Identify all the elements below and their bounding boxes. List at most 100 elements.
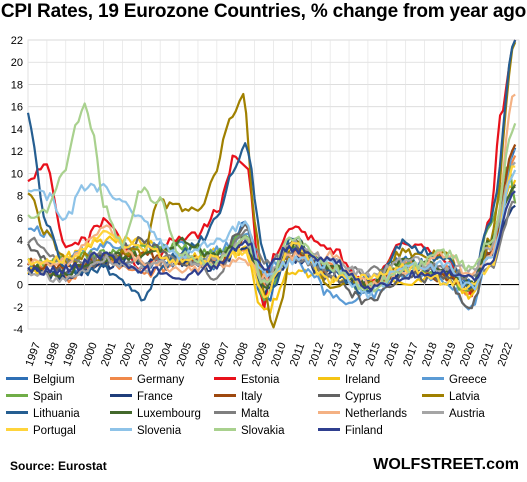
legend-swatch (110, 428, 132, 432)
legend-item-netherlands: Netherlands (318, 408, 407, 422)
legend-item-germany: Germany (110, 374, 184, 388)
y-tick-label: 22 (11, 35, 23, 47)
legend-label: Finland (345, 425, 383, 437)
y-tick-label: 14 (11, 124, 23, 136)
x-tick-label: 2002 (118, 341, 138, 368)
legend-item-malta: Malta (214, 408, 269, 422)
legend-label: Malta (241, 408, 270, 420)
legend-item-greece: Greece (422, 374, 487, 388)
legend-swatch (214, 377, 236, 381)
x-tick-label: 1998 (42, 341, 62, 368)
legend-label: Austria (449, 408, 485, 420)
x-tick-label: 2011 (288, 342, 307, 368)
x-tick-label: 2010 (269, 341, 289, 368)
x-tick-label: 2015 (363, 341, 383, 368)
y-tick-label: -4 (13, 324, 23, 336)
x-tick-label: 2014 (345, 341, 365, 368)
legend-swatch (6, 377, 28, 381)
legend-item-cyprus: Cyprus (318, 391, 381, 405)
x-tick-label: 2009 (250, 341, 270, 368)
legend-swatch (110, 394, 132, 398)
x-tick-label: 2006 (194, 341, 214, 368)
legend-item-slovakia: Slovakia (214, 425, 284, 439)
legend-swatch (6, 428, 28, 432)
legend-label: Luxembourg (137, 408, 201, 420)
y-tick-label: 2 (17, 257, 23, 269)
legend-item-italy: Italy (214, 391, 262, 405)
legend-label: Belgium (33, 374, 75, 386)
legend-label: Slovenia (137, 425, 182, 437)
x-tick-label: 2019 (439, 341, 459, 368)
legend-swatch (422, 411, 444, 415)
legend-swatch (318, 377, 340, 381)
x-tick-label: 2007 (212, 341, 232, 368)
legend-swatch (110, 377, 132, 381)
x-tick-label: 2001 (99, 341, 119, 368)
x-tick-label: 2000 (80, 341, 100, 368)
x-tick-label: 2005 (175, 341, 195, 368)
legend-item-estonia: Estonia (214, 374, 279, 388)
legend-label: Ireland (345, 374, 381, 386)
legend-label: Slovakia (241, 425, 285, 437)
source-note: Source: Eurostat (10, 459, 107, 473)
legend-swatch (318, 428, 340, 432)
brand-logo: WOLFSTREET.com (373, 456, 519, 473)
legend-item-ireland: Ireland (318, 374, 380, 388)
y-tick-label: 8 (17, 191, 23, 203)
x-tick-label: 2012 (307, 341, 327, 368)
legend-label: Cyprus (345, 391, 382, 403)
legend-item-finland: Finland (318, 425, 383, 439)
y-axis: -4 -2 0 2 4 6 8 10 12 14 16 18 20 22 (11, 35, 23, 336)
series-line-finland (27, 190, 516, 292)
x-tick-label: 2016 (382, 341, 402, 368)
legend-swatch (318, 411, 340, 415)
y-tick-label: 20 (11, 57, 23, 69)
legend-label: Netherlands (345, 408, 408, 420)
legend-item-slovenia: Slovenia (110, 425, 181, 439)
legend-swatch (214, 411, 236, 415)
series-line-slovenia (27, 169, 517, 300)
y-tick-label: 6 (17, 213, 23, 225)
x-tick-label: 2017 (401, 341, 421, 368)
legend-label: Lithuania (33, 408, 80, 420)
x-tick-label: 2004 (156, 341, 176, 368)
x-tick-label: 2021 (477, 341, 497, 368)
legend-swatch (214, 394, 236, 398)
y-tick-label: -2 (13, 302, 23, 314)
y-tick-label: 4 (17, 235, 23, 247)
legend-swatch (422, 394, 444, 398)
x-tick-label: 2022 (496, 341, 516, 368)
legend-item-austria: Austria (422, 408, 485, 422)
x-tick-label: 2013 (326, 341, 346, 368)
legend-swatch (214, 428, 236, 432)
legend-swatch (6, 411, 28, 415)
x-tick-label: 2003 (137, 341, 157, 368)
legend-label: Latvia (449, 391, 480, 403)
legend-item-latvia: Latvia (422, 391, 480, 405)
legend-label: Estonia (241, 374, 280, 386)
x-axis: 1997 1998 1999 2000 2001 2002 2003 2004 2005 2006… (24, 341, 516, 368)
legend-item-france: France (110, 391, 173, 405)
legend-item-luxembourg: Luxembourg (110, 408, 201, 422)
chart-title: CPI Rates, 19 Eurozone Countries, % chan… (0, 1, 527, 22)
legend-label: France (137, 391, 173, 403)
x-tick-label: 1997 (24, 341, 44, 368)
legend-label: Germany (137, 374, 185, 386)
x-tick-label: 1999 (61, 341, 81, 368)
legend-label: Greece (449, 374, 487, 386)
x-tick-label: 2020 (458, 341, 478, 368)
legend-swatch (6, 394, 28, 398)
y-tick-label: 0 (17, 280, 23, 292)
legend-swatch (110, 411, 132, 415)
legend-label: Portugal (33, 425, 76, 437)
legend-item-portugal: Portugal (6, 425, 76, 439)
legend-swatch (318, 394, 340, 398)
legend-item-spain: Spain (6, 391, 62, 405)
legend-label: Italy (241, 391, 263, 403)
series-line-portugal (27, 165, 516, 299)
legend-item-belgium: Belgium (6, 374, 75, 388)
legend-swatch (422, 377, 444, 381)
y-tick-label: 12 (11, 146, 23, 158)
x-tick-label: 2008 (231, 341, 251, 368)
